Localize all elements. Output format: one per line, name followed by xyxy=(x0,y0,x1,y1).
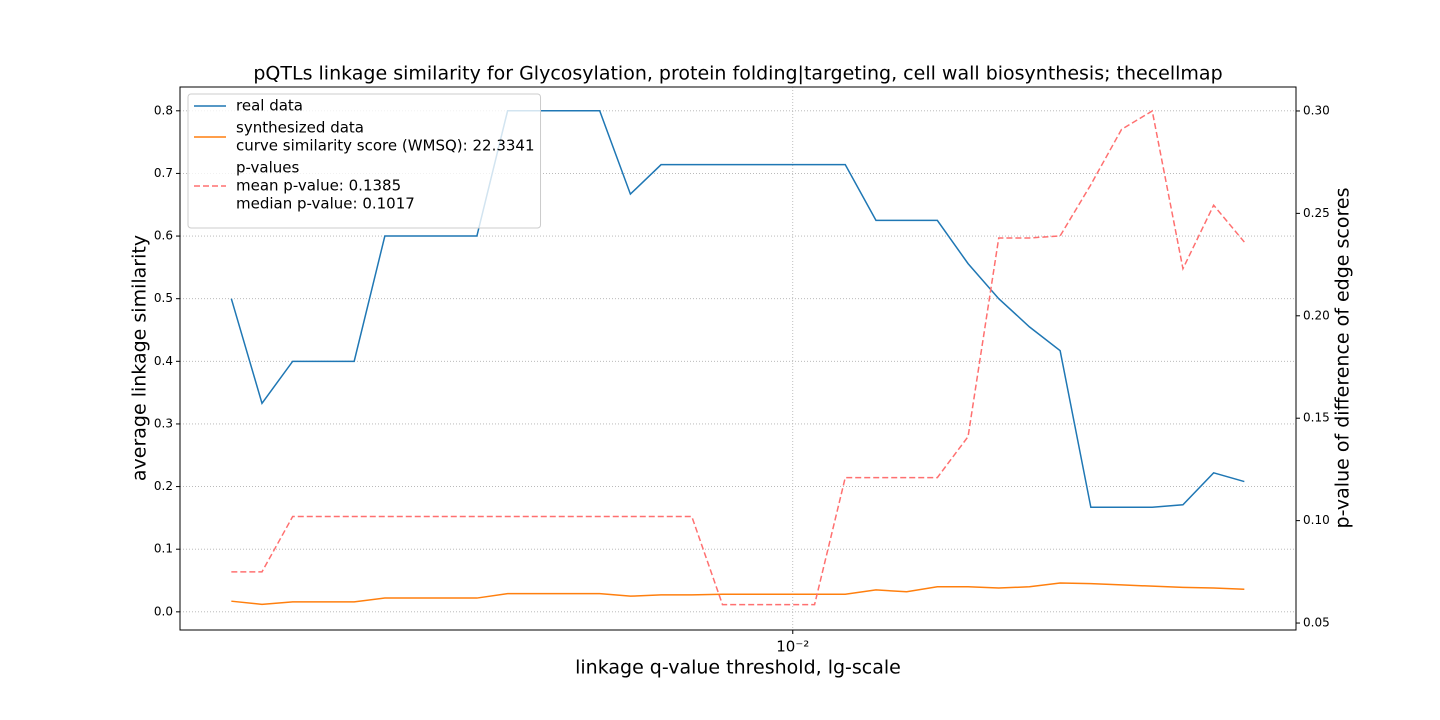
series-line xyxy=(231,109,1245,606)
y-tick-label: 0.5 xyxy=(154,291,173,305)
y-tick-label: 0.4 xyxy=(154,354,173,368)
y2-tick-label: 0.20 xyxy=(1303,308,1330,322)
y-tick-label: 0.8 xyxy=(154,103,173,117)
legend-box xyxy=(187,93,542,229)
series-line xyxy=(231,582,1245,606)
y-tick-label: 0.7 xyxy=(154,166,173,180)
x-axis-label: linkage q-value threshold, lg-scale xyxy=(575,657,901,679)
y2-tick-label: 0.30 xyxy=(1303,103,1330,117)
y2-tick-label: 0.25 xyxy=(1303,206,1330,220)
y-tick-label: 0.2 xyxy=(154,479,173,493)
y-axis-label: average linkage similarity xyxy=(129,235,151,481)
legend-note: median p-value: 0.1017 xyxy=(236,195,415,213)
legend-label: real data xyxy=(236,97,303,115)
y-tick-label: 0.6 xyxy=(154,229,173,243)
series-line xyxy=(230,110,1245,508)
chart-title: pQTLs linkage similarity for Glycosylati… xyxy=(253,63,1222,85)
x-tick-label: 10⁻² xyxy=(776,638,809,656)
legend-label: p-values xyxy=(236,159,300,177)
y-tick-label: 0.1 xyxy=(154,542,173,556)
y2-tick-label: 0.15 xyxy=(1303,411,1330,425)
legend-label: synthesized data xyxy=(236,119,364,137)
y-tick-label: 0.3 xyxy=(154,416,173,430)
plot-frame xyxy=(179,86,1297,631)
legend-note: curve similarity score (WMSQ): 22.3341 xyxy=(236,137,535,155)
y-tick-label: 0.0 xyxy=(154,604,173,618)
y2-tick-label: 0.05 xyxy=(1303,616,1330,630)
legend-note: mean p-value: 0.1385 xyxy=(236,177,401,195)
y2-tick-label: 0.10 xyxy=(1303,513,1330,527)
y2-axis-label: p-value of difference of edge scores xyxy=(1332,188,1354,529)
